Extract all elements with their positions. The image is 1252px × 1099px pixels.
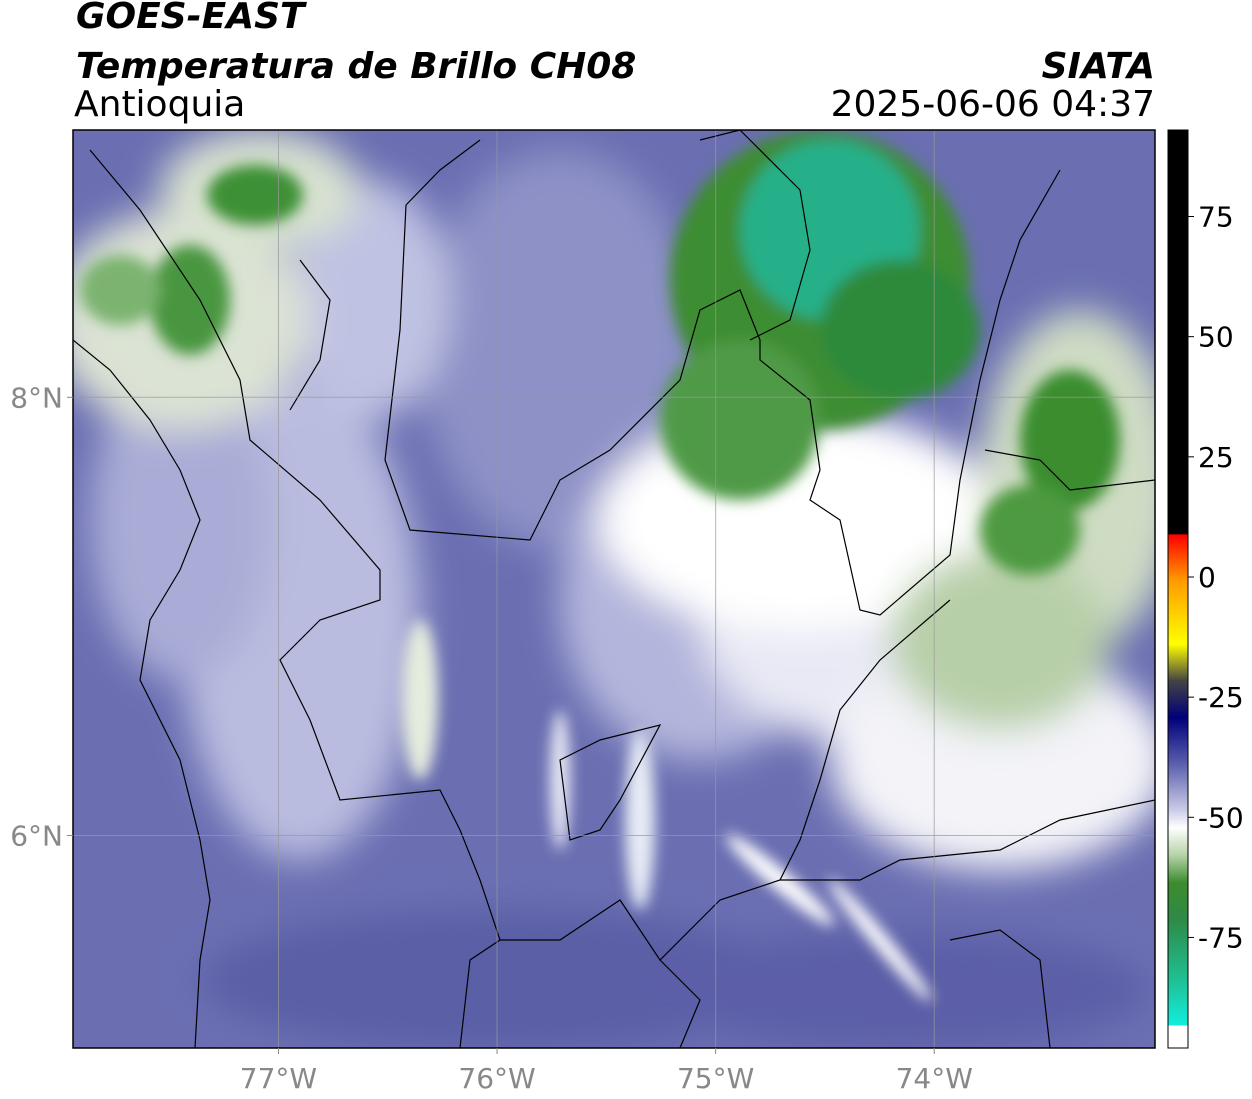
colorbar-tick-label: 50 [1198, 321, 1234, 354]
colorbar-tick-label: -50 [1198, 801, 1244, 834]
colorbar-tick-label: 75 [1198, 201, 1234, 234]
x-tick-label: 76°W [458, 1062, 535, 1095]
datetime: 2025-06-06 04:37 [831, 84, 1155, 125]
y-tick-label: 8°N [10, 381, 63, 414]
subtitle: Temperatura de Brillo CH08 [76, 46, 636, 87]
x-tick-label: 75°W [677, 1062, 754, 1095]
colorbar-tick-label: -75 [1198, 921, 1244, 954]
colorbar-tick-label: 25 [1198, 441, 1234, 474]
borders [73, 130, 1155, 1048]
y-tick-label: 6°N [10, 819, 63, 852]
source: SIATA [1042, 46, 1155, 87]
region: Antioquia [74, 84, 245, 125]
x-tick-label: 77°W [240, 1062, 317, 1095]
graticule [73, 130, 1155, 1048]
colorbar-tick-label: -25 [1198, 681, 1244, 714]
title: GOES-EAST [76, 0, 307, 37]
colorbar [1167, 129, 1189, 1049]
x-tick-label: 74°W [896, 1062, 973, 1095]
colorbar-tick-label: 0 [1198, 561, 1216, 594]
satellite-image [73, 130, 1155, 1048]
map-frame [72, 129, 1156, 1049]
